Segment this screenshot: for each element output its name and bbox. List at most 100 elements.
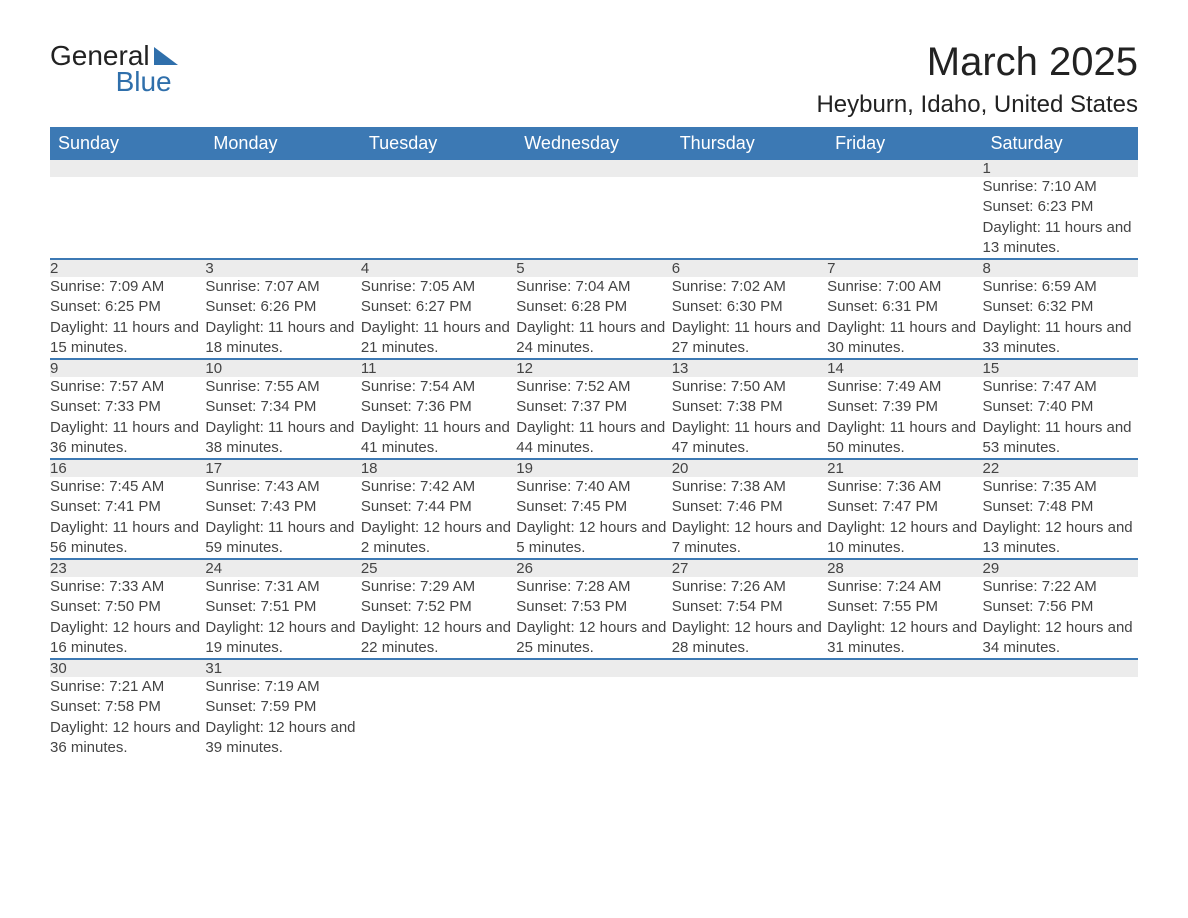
day-data-row: Sunrise: 7:21 AMSunset: 7:58 PMDaylight:… <box>50 677 1138 758</box>
sunrise-text: Sunrise: 7:38 AM <box>672 477 827 497</box>
calendar-body: 1Sunrise: 7:10 AMSunset: 6:23 PMDaylight… <box>50 160 1138 758</box>
day-number: 21 <box>827 459 982 477</box>
day-cell: Sunrise: 7:29 AMSunset: 7:52 PMDaylight:… <box>361 577 516 659</box>
day-cell: Sunrise: 7:26 AMSunset: 7:54 PMDaylight:… <box>672 577 827 659</box>
daylight-text: Daylight: 11 hours and 18 minutes. <box>205 318 360 359</box>
logo: General Blue <box>50 40 178 98</box>
sunset-text: Sunset: 7:44 PM <box>361 497 516 517</box>
sunset-text: Sunset: 7:50 PM <box>50 597 205 617</box>
day-number: 1 <box>983 160 1138 177</box>
day-cell <box>827 677 982 758</box>
day-header: Thursday <box>672 127 827 160</box>
day-number: 20 <box>672 459 827 477</box>
daylight-text: Daylight: 11 hours and 36 minutes. <box>50 418 205 459</box>
day-number-row: 23242526272829 <box>50 559 1138 577</box>
day-cell: Sunrise: 7:35 AMSunset: 7:48 PMDaylight:… <box>983 477 1138 559</box>
sunset-text: Sunset: 6:26 PM <box>205 297 360 317</box>
day-cell: Sunrise: 7:09 AMSunset: 6:25 PMDaylight:… <box>50 277 205 359</box>
sunrise-text: Sunrise: 7:19 AM <box>205 677 360 697</box>
day-number: 19 <box>516 459 671 477</box>
day-cell: Sunrise: 7:42 AMSunset: 7:44 PMDaylight:… <box>361 477 516 559</box>
day-data-row: Sunrise: 7:57 AMSunset: 7:33 PMDaylight:… <box>50 377 1138 459</box>
sunrise-text: Sunrise: 7:50 AM <box>672 377 827 397</box>
sunset-text: Sunset: 7:41 PM <box>50 497 205 517</box>
day-data-row: Sunrise: 7:33 AMSunset: 7:50 PMDaylight:… <box>50 577 1138 659</box>
daylight-text: Daylight: 12 hours and 31 minutes. <box>827 618 982 659</box>
month-title: March 2025 <box>816 40 1138 85</box>
day-number-row: 2345678 <box>50 259 1138 277</box>
sunrise-text: Sunrise: 7:07 AM <box>205 277 360 297</box>
day-number <box>50 160 205 177</box>
sunset-text: Sunset: 7:56 PM <box>983 597 1138 617</box>
day-number <box>516 160 671 177</box>
daylight-text: Daylight: 11 hours and 47 minutes. <box>672 418 827 459</box>
daylight-text: Daylight: 12 hours and 2 minutes. <box>361 518 516 559</box>
day-number: 9 <box>50 359 205 377</box>
day-cell: Sunrise: 7:05 AMSunset: 6:27 PMDaylight:… <box>361 277 516 359</box>
sunset-text: Sunset: 7:36 PM <box>361 397 516 417</box>
day-number: 4 <box>361 259 516 277</box>
day-number: 17 <box>205 459 360 477</box>
day-number: 2 <box>50 259 205 277</box>
day-cell: Sunrise: 7:22 AMSunset: 7:56 PMDaylight:… <box>983 577 1138 659</box>
day-cell: Sunrise: 7:40 AMSunset: 7:45 PMDaylight:… <box>516 477 671 559</box>
day-data-row: Sunrise: 7:45 AMSunset: 7:41 PMDaylight:… <box>50 477 1138 559</box>
sunrise-text: Sunrise: 7:47 AM <box>983 377 1138 397</box>
day-cell <box>672 177 827 259</box>
sunrise-text: Sunrise: 7:05 AM <box>361 277 516 297</box>
day-cell: Sunrise: 7:02 AMSunset: 6:30 PMDaylight:… <box>672 277 827 359</box>
day-cell: Sunrise: 7:47 AMSunset: 7:40 PMDaylight:… <box>983 377 1138 459</box>
day-number: 24 <box>205 559 360 577</box>
sunset-text: Sunset: 7:47 PM <box>827 497 982 517</box>
sunset-text: Sunset: 6:23 PM <box>983 197 1138 217</box>
logo-text-2: Blue <box>50 66 178 98</box>
sunset-text: Sunset: 6:32 PM <box>983 297 1138 317</box>
day-number <box>827 160 982 177</box>
day-number <box>672 160 827 177</box>
day-cell: Sunrise: 6:59 AMSunset: 6:32 PMDaylight:… <box>983 277 1138 359</box>
day-header: Saturday <box>983 127 1138 160</box>
day-number <box>361 160 516 177</box>
day-number-row: 9101112131415 <box>50 359 1138 377</box>
sunset-text: Sunset: 7:59 PM <box>205 697 360 717</box>
sunrise-text: Sunrise: 7:42 AM <box>361 477 516 497</box>
sunset-text: Sunset: 7:37 PM <box>516 397 671 417</box>
sunrise-text: Sunrise: 7:22 AM <box>983 577 1138 597</box>
day-number-row: 16171819202122 <box>50 459 1138 477</box>
sunrise-text: Sunrise: 7:35 AM <box>983 477 1138 497</box>
sunset-text: Sunset: 7:43 PM <box>205 497 360 517</box>
day-number <box>983 659 1138 677</box>
day-header: Friday <box>827 127 982 160</box>
day-number: 25 <box>361 559 516 577</box>
sunset-text: Sunset: 7:54 PM <box>672 597 827 617</box>
day-number <box>361 659 516 677</box>
day-number: 16 <box>50 459 205 477</box>
day-number: 13 <box>672 359 827 377</box>
daylight-text: Daylight: 12 hours and 5 minutes. <box>516 518 671 559</box>
day-cell: Sunrise: 7:57 AMSunset: 7:33 PMDaylight:… <box>50 377 205 459</box>
sunrise-text: Sunrise: 7:24 AM <box>827 577 982 597</box>
daylight-text: Daylight: 12 hours and 16 minutes. <box>50 618 205 659</box>
day-number-row: 1 <box>50 160 1138 177</box>
daylight-text: Daylight: 11 hours and 27 minutes. <box>672 318 827 359</box>
daylight-text: Daylight: 11 hours and 53 minutes. <box>983 418 1138 459</box>
sunrise-text: Sunrise: 7:04 AM <box>516 277 671 297</box>
day-number-row: 3031 <box>50 659 1138 677</box>
sunset-text: Sunset: 6:31 PM <box>827 297 982 317</box>
daylight-text: Daylight: 11 hours and 41 minutes. <box>361 418 516 459</box>
daylight-text: Daylight: 11 hours and 24 minutes. <box>516 318 671 359</box>
daylight-text: Daylight: 11 hours and 33 minutes. <box>983 318 1138 359</box>
day-header: Sunday <box>50 127 205 160</box>
day-cell: Sunrise: 7:33 AMSunset: 7:50 PMDaylight:… <box>50 577 205 659</box>
daylight-text: Daylight: 11 hours and 30 minutes. <box>827 318 982 359</box>
day-cell: Sunrise: 7:31 AMSunset: 7:51 PMDaylight:… <box>205 577 360 659</box>
title-block: March 2025 Heyburn, Idaho, United States <box>816 40 1138 119</box>
day-number: 22 <box>983 459 1138 477</box>
sunset-text: Sunset: 6:27 PM <box>361 297 516 317</box>
sunset-text: Sunset: 7:53 PM <box>516 597 671 617</box>
day-cell <box>516 677 671 758</box>
day-number: 3 <box>205 259 360 277</box>
day-number: 5 <box>516 259 671 277</box>
day-cell <box>516 177 671 259</box>
daylight-text: Daylight: 12 hours and 7 minutes. <box>672 518 827 559</box>
